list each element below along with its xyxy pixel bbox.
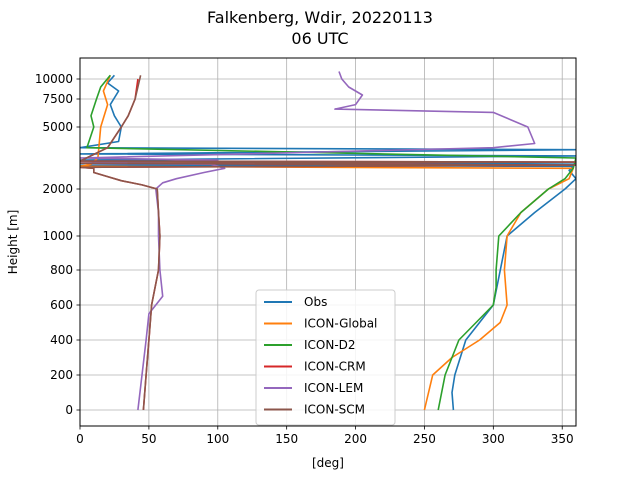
y-tick-label: 600 bbox=[50, 298, 73, 312]
legend: Obs ICON-Global ICON-D2 ICON-CRM ICON-LEM ICO… bbox=[255, 289, 396, 426]
x-tick-label: 300 bbox=[482, 432, 505, 446]
y-tick-label: 2000 bbox=[42, 182, 73, 196]
chart-title: Falkenberg, Wdir, 20220113 bbox=[207, 8, 433, 27]
x-tick-label: 50 bbox=[141, 432, 156, 446]
series-line-icon-d2 bbox=[86, 74, 576, 411]
series-lines bbox=[80, 71, 576, 411]
legend-label: ICON-SCM bbox=[304, 403, 365, 417]
y-tick-label: 200 bbox=[50, 368, 73, 382]
legend-label: ICON-Global bbox=[304, 317, 377, 331]
legend-label: Obs bbox=[304, 295, 327, 309]
legend-label: ICON-LEM bbox=[304, 381, 363, 395]
x-tick-label: 150 bbox=[275, 432, 298, 446]
x-tick-label: 100 bbox=[206, 432, 229, 446]
y-tick-label: 10000 bbox=[35, 72, 73, 86]
y-tick-label: 800 bbox=[50, 263, 73, 277]
series-line-icon-scm bbox=[80, 75, 576, 411]
y-tick-label: 7500 bbox=[42, 92, 73, 106]
y-tick-label: 0 bbox=[65, 403, 73, 417]
grid bbox=[79, 58, 576, 426]
legend-label: ICON-D2 bbox=[304, 338, 356, 352]
y-tick-label: 1000 bbox=[42, 229, 73, 243]
y-axis-label: Height [m] bbox=[6, 210, 20, 275]
x-tick-label: 250 bbox=[413, 432, 436, 446]
legend-label: ICON-CRM bbox=[304, 360, 366, 374]
plot-frame bbox=[79, 57, 577, 427]
x-tick-label: 0 bbox=[76, 432, 84, 446]
y-tick-label: 5000 bbox=[42, 120, 73, 134]
x-tick-label: 200 bbox=[344, 432, 367, 446]
y-ticks: 0 200 400 600 800 1000 2000 5000 7500 10000 bbox=[35, 72, 80, 417]
x-tick-label: 350 bbox=[551, 432, 574, 446]
x-axis-label: [deg] bbox=[312, 456, 344, 470]
chart-subtitle: 06 UTC bbox=[291, 29, 348, 48]
x-ticks: 0 50 100 150 200 250 300 350 bbox=[76, 426, 574, 446]
y-tick-label: 400 bbox=[50, 333, 73, 347]
